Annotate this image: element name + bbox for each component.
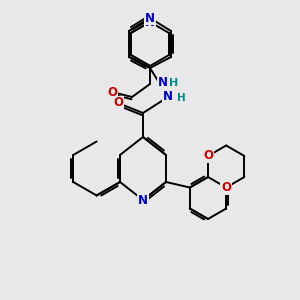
Text: NH: NH: [158, 76, 178, 89]
Text: H: H: [177, 93, 186, 103]
Text: N: N: [145, 16, 155, 28]
Text: O: O: [113, 97, 123, 110]
Text: H: H: [169, 78, 178, 88]
Text: O: O: [107, 85, 117, 98]
Text: N: N: [145, 11, 155, 25]
Text: O: O: [221, 181, 231, 194]
Text: N: N: [138, 194, 148, 206]
Text: N: N: [163, 91, 173, 103]
Text: O: O: [203, 149, 213, 163]
